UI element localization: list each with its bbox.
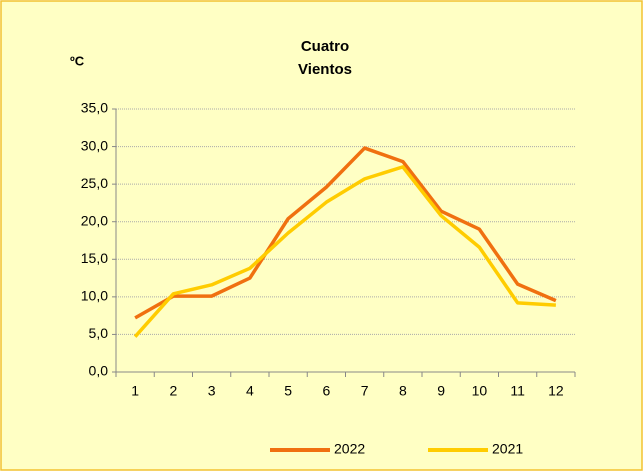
x-tick-label: 6 (322, 383, 330, 399)
y-tick-label: 30,0 (81, 137, 108, 153)
x-tick-label: 9 (437, 383, 445, 399)
x-tick-label: 3 (208, 383, 216, 399)
x-tick-label: 1 (131, 383, 139, 399)
y-tick-label: 15,0 (81, 250, 108, 266)
y-tick-label: 20,0 (81, 212, 108, 228)
chart-title: Cuatro (301, 38, 349, 55)
y-tick-label: 25,0 (81, 175, 108, 191)
legend-label: 2022 (334, 441, 365, 457)
x-tick-label: 5 (284, 383, 292, 399)
y-tick-label: 10,0 (81, 288, 108, 304)
x-tick-label: 7 (361, 383, 369, 399)
legend-label: 2021 (492, 441, 523, 457)
y-axis-label: ºC (70, 53, 85, 68)
x-tick-label: 12 (548, 383, 564, 399)
y-tick-label: 35,0 (81, 100, 108, 116)
x-tick-label: 10 (472, 383, 488, 399)
y-tick-label: 5,0 (89, 325, 109, 341)
chart-title: Vientos (298, 61, 352, 78)
x-tick-label: 8 (399, 383, 407, 399)
series-line (134, 146, 557, 320)
y-tick-label: 0,0 (89, 363, 109, 379)
x-tick-label: 11 (510, 383, 525, 399)
series-line (133, 165, 556, 338)
x-tick-label: 2 (169, 383, 177, 399)
x-tick-label: 4 (246, 383, 254, 399)
